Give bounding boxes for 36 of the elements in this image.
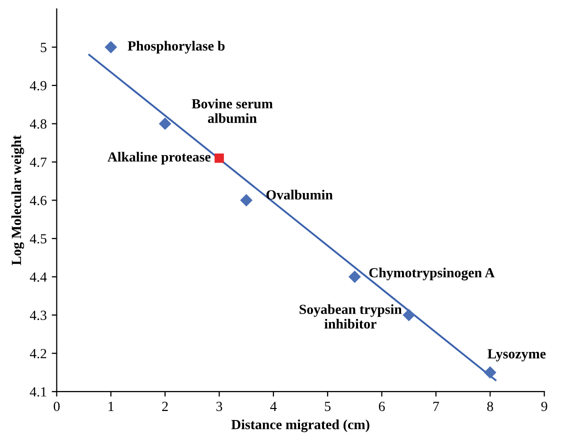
x-tick-label: 8 (487, 402, 494, 412)
annotation: Soyabean trypsin inhibitor (300, 304, 402, 329)
x-axis-title: Distance migrated (cm) (231, 419, 370, 432)
x-tick-label: 7 (433, 402, 440, 411)
x-tick-label: 3 (216, 402, 222, 412)
x-tick-label: 9 (541, 402, 548, 412)
annotation: Lysozyme (488, 349, 546, 362)
y-tick-label: 4.3 (30, 310, 46, 320)
y-tick-label: 4.7 (30, 158, 47, 167)
x-tick-label: 1 (108, 402, 114, 411)
point (158, 118, 172, 130)
x-tick-label: 5 (324, 402, 331, 412)
y-tick-label: 4.2 (30, 348, 46, 358)
y-tick-label: 5 (40, 42, 46, 52)
point (104, 40, 118, 54)
x-tick-label: 4 (270, 402, 277, 411)
y-tick-label: 4.8 (30, 119, 46, 129)
x-tick-label: 0 (54, 402, 60, 412)
y-tick-label: 4.9 (30, 81, 46, 90)
annotation: Bovine serum albumin (192, 98, 273, 123)
x-tick-label: 6 (378, 402, 385, 412)
x-tick-label: 2 (162, 402, 168, 411)
annotation: Ovalbumin (266, 190, 333, 200)
y-tick-label: 4.4 (30, 272, 47, 282)
y-axis-title: Log Molecular weight (11, 135, 24, 266)
y-tick-label: 4.6 (30, 196, 47, 206)
point (214, 153, 224, 163)
point (402, 308, 416, 322)
point (484, 366, 496, 379)
point (348, 270, 361, 283)
annotation: Phosphorylase b (128, 40, 225, 54)
annotation: Chymotrypsinogen A (369, 268, 495, 280)
y-tick-label: 4.5 (30, 234, 46, 244)
annotation: Alkaline protease (108, 152, 211, 164)
point (240, 194, 253, 206)
y-tick-label: 4.1 (30, 387, 46, 397)
